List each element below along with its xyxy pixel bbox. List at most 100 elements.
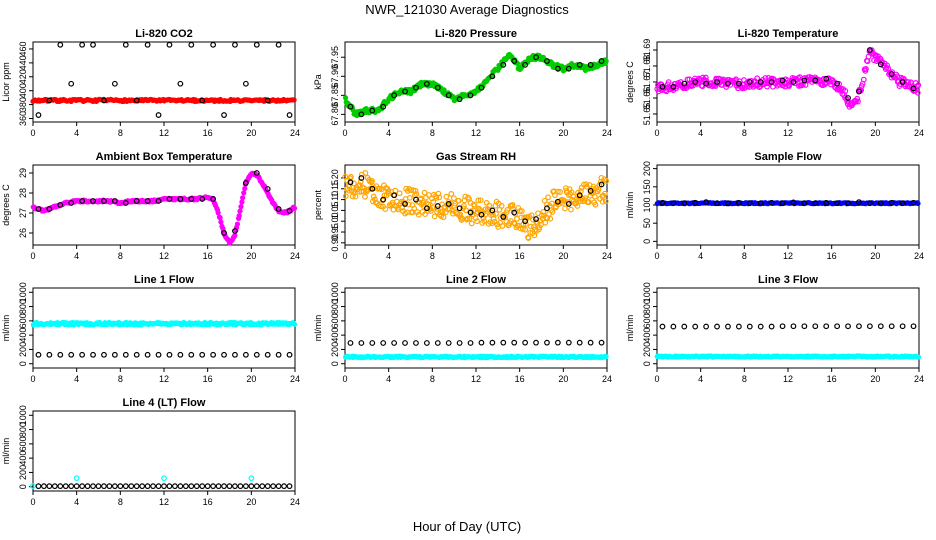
gas-stream-rh-point xyxy=(483,199,490,206)
line-3-flow-point xyxy=(659,323,666,330)
li-820-pressure-point xyxy=(565,65,572,72)
gas-stream-rh-point xyxy=(466,215,473,222)
gas-stream-rh-point xyxy=(436,194,443,201)
gas-stream-rh-point xyxy=(445,201,452,207)
sample-flow-point xyxy=(823,199,830,206)
x-axis-label: Hour of Day (UTC) xyxy=(413,519,521,534)
li-820-pressure-y-axis-label: kPa xyxy=(313,74,323,90)
line-2-flow-point xyxy=(369,340,376,346)
li-820-temperature-point xyxy=(905,79,912,86)
ambient-box-temperature-y-tick-label: 28 xyxy=(18,188,28,198)
sample-flow-y-tick-label: 150 xyxy=(642,179,652,194)
li-820-co2-point xyxy=(275,41,282,48)
line-4-lt-flow-point xyxy=(79,483,86,490)
ambient-box-temperature-x-tick-label: 4 xyxy=(74,251,79,261)
line-2-flow-point xyxy=(445,340,452,346)
line-3-flow-panel: Line 3 Flow ml/min 0 4 8 12 16 20 24 0 20040060080… xyxy=(625,274,924,384)
line-3-flow-y-tick-label: 400 xyxy=(642,328,652,343)
ambient-box-temperature-point xyxy=(239,199,245,205)
li-820-temperature-y-tick-label: 51.66 xyxy=(642,87,652,110)
gas-stream-rh-point xyxy=(429,204,436,211)
gas-stream-rh-point xyxy=(540,209,547,215)
li-820-temperature-point xyxy=(845,95,851,101)
li-820-temperature-point xyxy=(854,95,861,102)
gas-stream-rh-point xyxy=(565,201,572,207)
line-1-flow-point xyxy=(253,351,260,358)
li-820-temperature-point xyxy=(834,80,841,87)
line-3-flow-point xyxy=(779,323,786,330)
line-3-flow-x-tick-label: 16 xyxy=(827,374,837,384)
li-820-co2-title: Li-820 CO2 xyxy=(135,28,192,40)
ambient-box-temperature-x-tick-label: 8 xyxy=(118,251,123,261)
line-1-flow-series-averages xyxy=(35,351,293,358)
gas-stream-rh-point xyxy=(464,215,471,222)
line-2-flow-point xyxy=(544,339,550,346)
gas-stream-rh-point xyxy=(347,179,354,186)
line-4-lt-flow-point xyxy=(177,483,184,490)
li-820-pressure-point xyxy=(342,95,349,101)
li-820-temperature-x-tick-label: 20 xyxy=(870,128,880,138)
li-820-co2-x-tick-label: 16 xyxy=(203,128,213,138)
li-820-temperature-point xyxy=(746,79,753,85)
gas-stream-rh-y-tick-label: 0.95 xyxy=(330,223,340,241)
line-3-flow-point xyxy=(877,323,884,330)
line-3-flow-point xyxy=(692,323,699,330)
line-4-lt-flow-point xyxy=(150,483,156,490)
gas-stream-rh-x-tick-label: 16 xyxy=(515,251,525,261)
line-4-lt-flow-point xyxy=(57,483,64,490)
line-1-flow-x-tick-label: 12 xyxy=(159,374,169,384)
li-820-pressure-series-samples xyxy=(342,51,609,119)
li-820-pressure-series-averages xyxy=(347,54,605,118)
sample-flow-y-tick-label: 100 xyxy=(642,197,652,212)
sample-flow-point xyxy=(670,200,677,207)
gas-stream-rh-point xyxy=(522,226,529,233)
ambient-box-temperature-x-tick-label: 16 xyxy=(203,251,213,261)
sample-flow-title: Sample Flow xyxy=(754,151,822,163)
gas-stream-rh-point xyxy=(423,205,430,212)
line-4-lt-flow-y-tick-label: 1000 xyxy=(18,405,28,425)
ambient-box-temperature-point xyxy=(166,196,173,202)
li-820-temperature-point xyxy=(914,89,921,96)
gas-stream-rh-point xyxy=(380,196,387,203)
line-2-flow-point xyxy=(402,340,408,346)
line-3-flow-y-tick-label: 0 xyxy=(642,361,652,366)
figure-title: NWR_121030 Average Diagnostics xyxy=(365,2,569,17)
gas-stream-rh-point xyxy=(489,207,496,214)
line-1-flow-point xyxy=(177,351,184,358)
sample-flow-panel: Sample Flow ml/min 0 4 8 12 16 20 24 0 50 100 150 200 xyxy=(625,151,924,261)
line-2-flow-point xyxy=(489,339,496,346)
li-820-pressure-point xyxy=(522,61,529,68)
ambient-box-temperature-title: Ambient Box Temperature xyxy=(96,151,233,163)
li-820-temperature-point xyxy=(888,71,895,77)
gas-stream-rh-point xyxy=(413,196,419,203)
line-1-flow-y-tick-label: 0 xyxy=(18,361,28,366)
line-1-flow-y-tick-label: 400 xyxy=(18,328,28,343)
line-2-flow-series-averages xyxy=(347,339,605,346)
li-820-temperature-point xyxy=(910,85,917,92)
line-3-flow-point xyxy=(746,323,753,330)
li-820-co2-y-tick-label: 400 xyxy=(18,83,28,98)
li-820-co2-point xyxy=(232,41,238,48)
gas-stream-rh-point xyxy=(547,215,554,222)
gas-stream-rh-point xyxy=(545,194,551,201)
li-820-co2-point xyxy=(35,112,42,118)
line-4-lt-flow-point xyxy=(51,483,58,490)
sample-flow-point xyxy=(714,200,720,207)
line-4-lt-flow-point xyxy=(139,483,146,490)
gas-stream-rh-point xyxy=(457,211,464,218)
gas-stream-rh-point xyxy=(583,181,590,188)
line-2-flow-point xyxy=(456,340,463,346)
line-1-flow-point xyxy=(57,351,64,358)
ambient-box-temperature-point xyxy=(133,198,140,204)
li-820-pressure-point xyxy=(478,84,485,91)
gas-stream-rh-point xyxy=(518,208,525,214)
gas-stream-rh-point xyxy=(542,219,549,226)
sample-flow-point xyxy=(681,200,688,207)
line-4-lt-flow-x-tick-label: 8 xyxy=(118,497,123,507)
ambient-box-temperature-point xyxy=(275,206,282,212)
line-1-flow-point xyxy=(210,351,217,358)
line-2-flow-point xyxy=(413,340,419,346)
line-4-lt-flow-x-tick-label: 16 xyxy=(203,497,213,507)
